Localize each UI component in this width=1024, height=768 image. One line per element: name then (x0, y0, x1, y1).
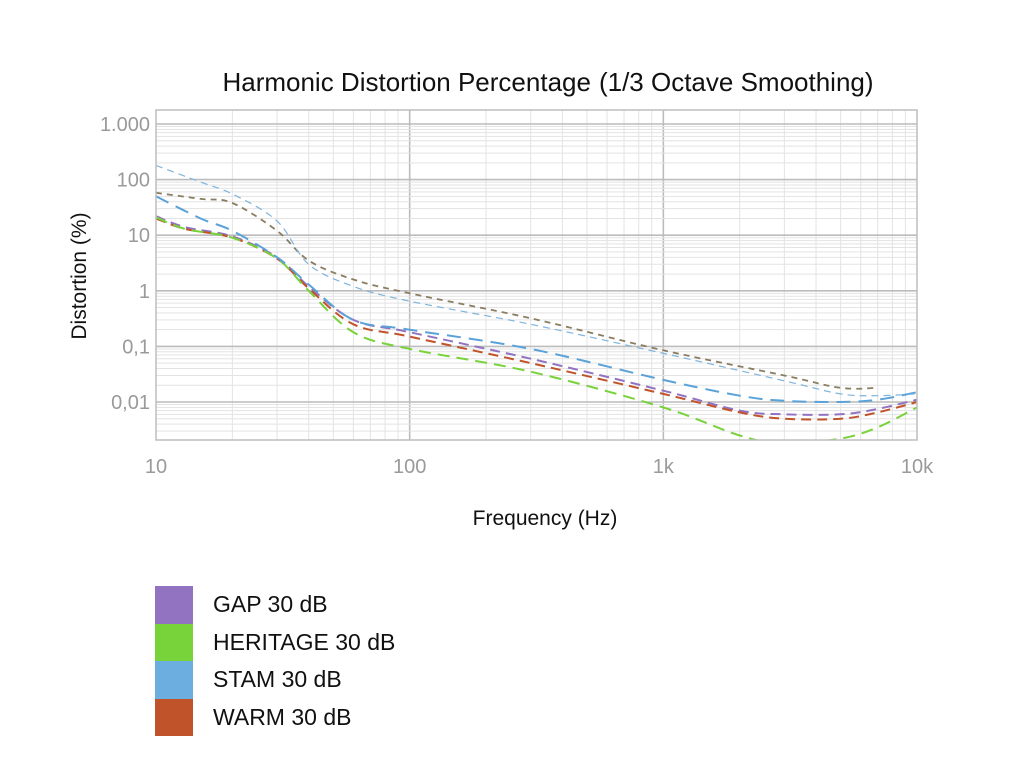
legend-label-stam: STAM 30 dB (213, 666, 342, 693)
x-tick-label: 10 (145, 456, 167, 478)
legend-item-stam: STAM 30 dB (155, 661, 395, 699)
legend-swatch-warm (155, 698, 193, 736)
x-tick-label: 1k (653, 456, 675, 478)
plot-frame (155, 109, 918, 441)
legend: GAP 30 dB HERITAGE 30 dB STAM 30 dB WARM… (155, 586, 395, 736)
series-line-4 (156, 191, 878, 390)
grid (156, 110, 917, 440)
legend-label-heritage: HERITAGE 30 dB (213, 628, 396, 655)
x-tick-label: 10k (901, 456, 934, 478)
series-warm-line (156, 217, 917, 421)
y-tick-label: 0,01 (111, 392, 150, 414)
distortion-chart: Harmonic Distortion Percentage (1/3 Octav… (68, 67, 934, 530)
y-axis-label: Distortion (%) (68, 212, 91, 339)
series-line-5 (156, 164, 917, 397)
legend-label-warm: WARM 30 dB (213, 703, 352, 730)
legend-item-gap: GAP 30 dB (155, 586, 395, 624)
legend-swatch-stam (155, 661, 193, 699)
legend-item-heritage: HERITAGE 30 dB (155, 623, 396, 661)
y-tick-label: 1.000 (100, 114, 150, 136)
chart-title-main: Harmonic Distortion Percentage (222, 67, 591, 97)
x-tick-labels: 10 100 1k 10k (145, 456, 934, 478)
chart-title-subtitle: (1/3 Octave Smoothing) (599, 67, 874, 97)
x-axis-label: Frequency (Hz) (473, 507, 618, 530)
series-stam-line (156, 195, 917, 404)
legend-label-gap: GAP 30 dB (213, 591, 328, 618)
legend-item-warm: WARM 30 dB (155, 698, 395, 736)
x-tick-label: 100 (393, 456, 426, 478)
chart-title: Harmonic Distortion Percentage (1/3 Octav… (222, 67, 873, 97)
legend-swatch-heritage (155, 623, 193, 661)
y-tick-label: 1 (139, 281, 150, 303)
y-tick-label: 10 (128, 225, 150, 247)
legend-swatch-gap (155, 586, 193, 624)
series-heritage-line (156, 216, 917, 440)
y-tick-label: 0,1 (122, 336, 150, 358)
y-tick-label: 100 (117, 170, 150, 192)
series-lines (156, 164, 917, 440)
y-tick-labels: 1.000 100 10 1 0,1 0,01 (100, 114, 150, 414)
series-gap-line (156, 215, 917, 416)
